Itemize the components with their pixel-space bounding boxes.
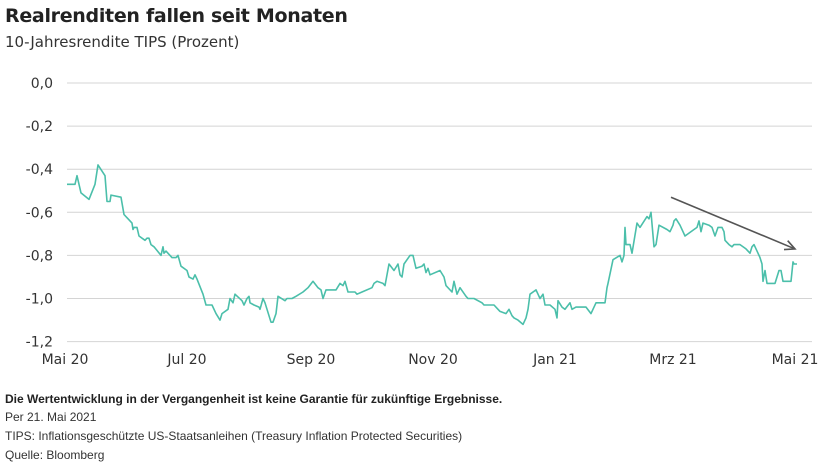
series-line [67, 164, 797, 326]
trend-arrow-line [670, 196, 796, 250]
x-tick-label: Sep 20 [287, 352, 336, 368]
x-tick-label: Nov 20 [408, 352, 458, 368]
y-tick-label: -1,0 [26, 292, 53, 308]
source-text: Quelle: Bloomberg [5, 448, 105, 462]
y-tick-label: -0,8 [26, 248, 53, 264]
annotations [670, 196, 797, 251]
x-tick-label: Mrz 21 [649, 352, 696, 368]
disclaimer-text: Die Wertentwicklung in der Vergangenheit… [5, 392, 503, 406]
x-tick-label: Jul 20 [166, 352, 206, 368]
date-text: Per 21. Mai 2021 [5, 410, 97, 424]
x-tick-label: Mai 21 [772, 352, 819, 368]
chart-subtitle: 10-Jahresrendite TIPS (Prozent) [5, 33, 240, 51]
y-tick-label: 0,0 [31, 76, 53, 92]
line-chart: 0,0 -0,2 -0,4 -0,6 -0,8 -1,0 -1,2 Mai 20 Jul 20… [26, 76, 819, 368]
y-tick-label: -0,4 [26, 162, 53, 178]
x-tick-label: Mai 20 [42, 352, 89, 368]
trend-arrow-head [783, 240, 797, 251]
note-text: TIPS: Inflationsgeschützte US-Staatsanle… [5, 429, 463, 443]
y-tick-label: -0,6 [26, 205, 53, 221]
gridlines [67, 82, 812, 343]
y-tick-label: -1,2 [26, 335, 53, 351]
y-axis-labels: 0,0 -0,2 -0,4 -0,6 -0,8 -1,0 -1,2 [26, 76, 53, 351]
x-axis-labels: Mai 20 Jul 20 Sep 20 Nov 20 Jan 21 Mrz 21 Mai … [42, 352, 819, 368]
series [67, 164, 797, 326]
y-tick-label: -0,2 [26, 119, 53, 135]
x-tick-label: Jan 21 [532, 352, 577, 368]
chart-title: Realrenditen fallen seit Monaten [5, 5, 348, 27]
